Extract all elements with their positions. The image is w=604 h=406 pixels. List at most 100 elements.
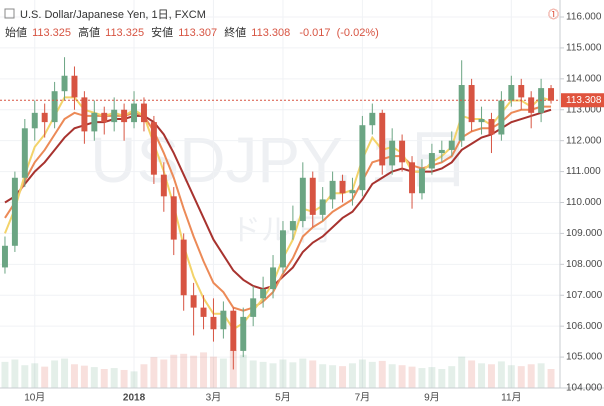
candle-body [210, 316, 217, 330]
volume-bar [358, 359, 366, 388]
candle-body [81, 97, 88, 132]
volume-bar [41, 366, 49, 388]
y-tick-label: 107.000 [566, 290, 603, 301]
x-tick-label: 3月 [206, 392, 222, 404]
volume-bar [468, 360, 476, 388]
open-label: 始値 [5, 25, 27, 39]
candle-body [21, 128, 28, 178]
candle-body [498, 100, 505, 135]
candle-body [548, 88, 555, 101]
volume-bar [289, 362, 297, 388]
candle-body [468, 85, 475, 123]
candle-body [150, 122, 157, 175]
x-tick-label: 9月 [424, 392, 440, 404]
volume-bar [497, 361, 505, 388]
volume-bar [100, 369, 108, 388]
y-tick-label: 116.000 [566, 12, 602, 23]
volume-bar [150, 357, 158, 388]
change-pct: (-0.02%) [337, 27, 379, 39]
volume-bar [438, 369, 446, 388]
candle-body [71, 75, 78, 98]
plot [0, 0, 560, 389]
volume-bar [209, 356, 217, 388]
alert-icon[interactable]: ⓵ [548, 7, 559, 21]
high-value: 113.325 [105, 27, 144, 39]
volume-bar [388, 364, 396, 388]
ohlc: 始値 113.325 高値 113.325 安値 113.307 終値 113.… [5, 25, 379, 39]
candle-body [339, 180, 346, 194]
volume-bar [130, 371, 138, 388]
high-label: 高値 [78, 25, 100, 39]
volume-bar [80, 365, 88, 388]
candle-body [31, 112, 38, 129]
volume-bar [299, 358, 307, 388]
candle-body [309, 177, 316, 215]
candle-body [270, 267, 277, 290]
candle-body [131, 103, 138, 123]
volume-bar [507, 365, 515, 388]
candle-body [329, 180, 336, 200]
close-value: 113.308 [251, 27, 290, 39]
volume-bar [329, 365, 337, 388]
volume-bar [448, 366, 456, 388]
candle-body [379, 112, 386, 166]
volume-bar [408, 366, 416, 388]
candle-body [180, 239, 187, 296]
volume-bar [140, 364, 148, 388]
y-tick-label: 112.000 [566, 135, 602, 146]
volume-bar [537, 363, 545, 388]
candle-body [240, 316, 247, 351]
volume-bar [110, 368, 118, 388]
candle-body [359, 125, 366, 191]
volume-bar [309, 360, 317, 388]
candle-body [61, 75, 68, 92]
symbol[interactable]: U.S. Dollar/Japanese Yen, 1日, FXCM [20, 9, 206, 21]
volume-bar [249, 360, 257, 388]
candle-body [478, 119, 485, 123]
candle-body [11, 177, 18, 246]
candle-body [41, 112, 48, 123]
candle-body [528, 97, 535, 113]
price-tag [561, 93, 604, 108]
candle-body [438, 149, 445, 154]
volume-bar [478, 363, 486, 388]
y-tick-label: 108.000 [566, 259, 603, 270]
volume-bar [170, 354, 178, 388]
y-tick-label: 115.000 [566, 43, 602, 54]
candle-body [418, 168, 425, 194]
volume-bar [239, 354, 247, 388]
candle-body [508, 85, 515, 101]
volume-bar [180, 353, 188, 388]
candle-body [190, 295, 197, 308]
volume-bar [378, 360, 386, 388]
candle-body [170, 196, 177, 240]
y-tick-label: 111.000 [566, 166, 601, 177]
symbol-icon[interactable] [4, 8, 15, 19]
candle-body [488, 119, 495, 135]
candle-body [51, 91, 58, 123]
candle-body [319, 199, 326, 215]
candle-body [279, 230, 286, 268]
volume-bar [11, 359, 19, 388]
volume-bar [21, 365, 29, 388]
volume-bar [547, 369, 555, 388]
volume-bar [1, 361, 9, 388]
volume-bar [120, 369, 128, 388]
candle-body [349, 190, 356, 194]
volume-bar [428, 367, 436, 388]
y-tick-label: 106.000 [566, 321, 603, 332]
volume-bar [200, 352, 208, 388]
candle-body [369, 112, 376, 126]
open-value: 113.325 [32, 27, 71, 39]
volume-bar [418, 368, 426, 388]
candle-body [518, 85, 525, 98]
volume-bar [61, 358, 69, 388]
candle-body [140, 103, 147, 123]
volume-bar [90, 367, 98, 388]
candle-body [458, 85, 465, 141]
volume-bar [160, 359, 168, 388]
x-tick-label: 5月 [275, 392, 291, 404]
candle-body [260, 289, 267, 299]
